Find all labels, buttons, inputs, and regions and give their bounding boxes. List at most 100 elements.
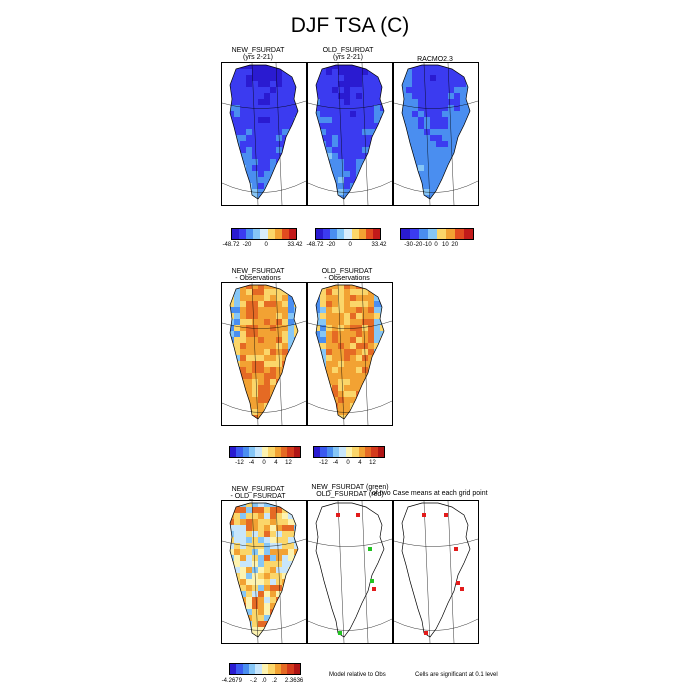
significant-cell — [336, 513, 340, 517]
colorbar-swatch — [261, 447, 269, 457]
colorbar-tick-label: 20 — [451, 242, 459, 248]
significant-cell — [372, 587, 376, 591]
map-panel-old-fsurdat — [307, 62, 393, 206]
colorbar-tick-label: 0 — [346, 460, 350, 466]
greenland-map — [222, 283, 306, 425]
colorbar-swatch — [293, 664, 300, 674]
colorbar-swatch — [280, 447, 288, 457]
panel-title-new-minus-obs: NEW_FSURDAT - Observations — [231, 268, 285, 282]
colorbar-swatch — [255, 664, 262, 674]
colorbar-swatch — [345, 447, 353, 457]
colorbar-swatch — [236, 664, 243, 674]
colorbar-swatch — [249, 664, 256, 674]
colorbar-tick-label: 12 — [285, 460, 292, 466]
colorbar-tick-label: -12 — [319, 460, 328, 466]
colorbar-tick-label: -4 — [332, 460, 339, 466]
map-panel-significance-model — [307, 500, 393, 644]
colorbar-swatch — [249, 447, 256, 457]
significant-cell — [424, 631, 428, 635]
colorbar-swatch — [281, 229, 289, 239]
colorbar-old-fsurdat — [315, 228, 381, 240]
colorbar-swatch — [255, 447, 262, 457]
colorbar-tick-label: -20 — [242, 242, 252, 248]
colorbar-swatch — [320, 447, 327, 457]
map-panel-racmo — [393, 62, 479, 206]
colorbar-swatch — [316, 229, 324, 239]
significant-cell — [356, 513, 360, 517]
colorbar-swatch — [401, 229, 410, 239]
colorbar-swatch — [337, 229, 345, 239]
colorbar-tick-label: 0 — [262, 460, 266, 466]
colorbar-swatch — [287, 447, 294, 457]
colorbar-swatch — [330, 229, 338, 239]
map-panel-significance-cases — [393, 500, 479, 644]
panel-title-new-minus-old: NEW_FSURDAT - OLD_FSURDAT — [230, 486, 286, 500]
colorbar-swatch — [428, 229, 437, 239]
colorbar-swatch — [371, 447, 378, 457]
colorbar-tick-label: -.2 — [249, 678, 258, 684]
note-cells-significant: Cells are significant at 0.1 level — [415, 672, 498, 678]
colorbar-tick-label: -4.2679 — [221, 678, 242, 684]
greenland-map — [308, 63, 392, 205]
colorbar-tick-label: .0 — [261, 678, 267, 684]
colorbar-swatch — [377, 447, 384, 457]
colorbar-swatch — [274, 447, 281, 457]
map-panel-new-fsurdat — [221, 62, 307, 206]
colorbar-swatch — [267, 229, 275, 239]
colorbar-swatch — [333, 447, 340, 457]
colorbar-tick-label: 0 — [348, 242, 352, 248]
colorbar-swatch — [246, 229, 254, 239]
colorbar-swatch — [230, 664, 237, 674]
colorbar-tick-label: -10 — [423, 242, 432, 248]
significant-cell — [422, 513, 426, 517]
colorbar-swatch — [446, 229, 455, 239]
colorbar-swatch — [261, 664, 269, 674]
map-panel-old-minus-obs — [307, 282, 393, 426]
greenland-map — [394, 501, 478, 643]
colorbar-swatch — [242, 447, 250, 457]
colorbar-tick-label: 12 — [369, 460, 376, 466]
colorbar-tick-label: -30 — [404, 242, 413, 248]
colorbar-swatch — [268, 664, 275, 674]
greenland-map — [308, 501, 392, 643]
colorbar-swatch — [358, 447, 365, 457]
colorbar-new-minus-old — [229, 663, 301, 675]
colorbar-swatch — [260, 229, 268, 239]
colorbar-swatch — [339, 447, 346, 457]
colorbar-tick-label: 4 — [358, 460, 362, 466]
panel-title-significance-model: NEW_FSURDAT (green) OLD_FSURDAT (red) — [311, 484, 389, 498]
colorbar-swatch — [242, 664, 250, 674]
greenland-map — [394, 63, 478, 205]
map-panel-new-minus-old — [221, 500, 307, 644]
colorbar-tick-label: 33.42 — [371, 242, 387, 248]
colorbar-new-fsurdat — [231, 228, 297, 240]
significant-cell — [368, 547, 372, 551]
colorbar-tick-label: 2.3636 — [284, 678, 304, 684]
colorbar-tick-label: .2 — [271, 678, 278, 684]
significant-cell — [460, 587, 464, 591]
colorbar-tick-label: 10 — [442, 242, 449, 248]
significant-cell — [338, 631, 342, 635]
colorbar-swatch — [239, 229, 247, 239]
colorbar-swatch — [344, 229, 352, 239]
colorbar-tick-label: 33.42 — [287, 242, 303, 248]
colorbar-tick-label: 4 — [274, 460, 278, 466]
colorbar-swatch — [274, 664, 281, 674]
colorbar-tick-label: -48.72 — [306, 242, 324, 248]
greenland-map — [222, 63, 306, 205]
colorbar-swatch — [364, 447, 372, 457]
greenland-map — [222, 501, 306, 643]
map-panel-new-minus-obs — [221, 282, 307, 426]
colorbar-old-minus-obs — [313, 446, 385, 458]
colorbar-swatch — [314, 447, 321, 457]
colorbar-swatch — [274, 229, 282, 239]
colorbar-swatch — [455, 229, 464, 239]
significant-cell — [456, 581, 460, 585]
colorbar-swatch — [419, 229, 428, 239]
colorbar-swatch — [352, 447, 359, 457]
panel-title-significance-cases: of two Case means at each grid point — [372, 490, 488, 497]
colorbar-swatch — [268, 447, 275, 457]
panel-title-old-minus-obs: OLD_FSURDAT - Observations — [321, 268, 373, 282]
colorbar-tick-label: -12 — [235, 460, 244, 466]
significant-cell — [370, 579, 374, 583]
